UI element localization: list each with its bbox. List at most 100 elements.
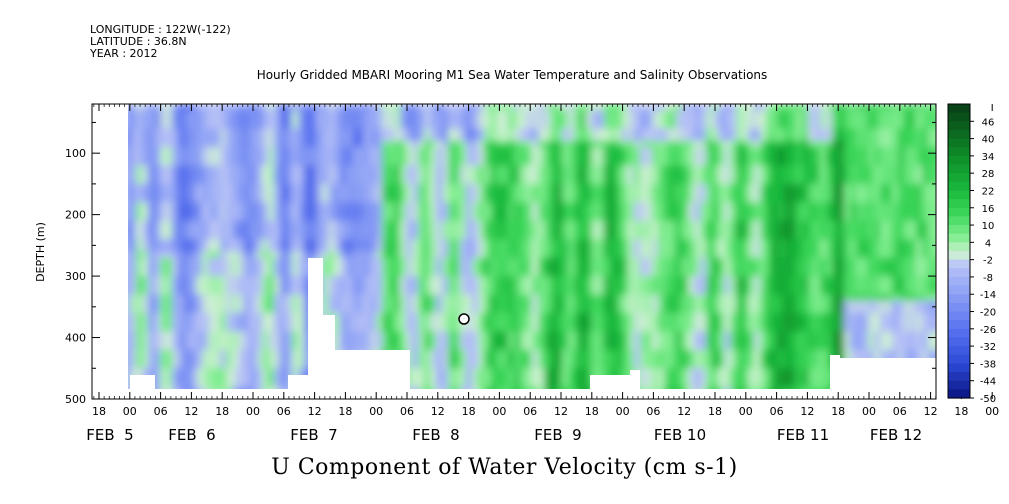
x-tick-label: 00	[739, 405, 753, 418]
colorbar-label: -20	[980, 308, 996, 319]
velocity-field	[124, 104, 936, 399]
colorbar-label: -8	[983, 273, 993, 284]
colorbar-bin	[948, 155, 970, 166]
colorbar-label: -38	[980, 359, 996, 370]
colorbar-bin	[948, 285, 970, 295]
colorbar-bin	[948, 259, 970, 269]
x-tick-label: 12	[184, 405, 198, 418]
x-tick-label: 06	[277, 405, 291, 418]
colorbar-bin	[948, 354, 970, 365]
x-tick-label: 18	[954, 405, 968, 418]
y-axis-label: DEPTH (m)	[34, 222, 47, 282]
y-tick-label: 400	[65, 332, 86, 345]
latitude-label: LATITUDE : 36.8N	[90, 35, 187, 48]
x-day-label: FEB 10	[654, 426, 706, 444]
plot-frame	[91, 103, 937, 400]
colorbar-bin	[948, 216, 970, 226]
x-tick-label: 06	[770, 405, 784, 418]
colorbar-label: 28	[982, 169, 995, 180]
colorbar-label: 22	[982, 186, 995, 197]
x-tick-label: 00	[246, 405, 260, 418]
colorbar-bin	[948, 302, 970, 313]
colorbar-bin	[948, 138, 970, 148]
y-tick-label: 300	[65, 270, 86, 283]
colorbar-label: -2	[983, 256, 993, 267]
x-tick-label: 06	[646, 405, 660, 418]
x-day-label: FEB 7	[290, 426, 337, 444]
x-tick-label: 18	[215, 405, 229, 418]
chart-title: Hourly Gridded MBARI Mooring M1 Sea Wate…	[256, 68, 768, 82]
x-tick-label: 18	[462, 405, 476, 418]
colorbar-bin	[948, 328, 970, 339]
colorbar-bin	[948, 389, 970, 399]
x-tick-label: 12	[800, 405, 814, 418]
x-tick-label: 12	[554, 405, 568, 418]
colorbar-bin	[948, 164, 970, 174]
x-tick-label: 06	[400, 405, 414, 418]
y-tick-label: 200	[65, 209, 86, 222]
colorbar-label: 16	[982, 204, 995, 215]
colorbar-bin	[948, 173, 970, 183]
colorbar-bin	[948, 121, 970, 131]
x-tick-label: 00	[123, 405, 137, 418]
y-tick-label: 100	[65, 147, 86, 160]
colorbar-bin	[948, 311, 970, 321]
colorbar-label: -32	[980, 342, 996, 353]
colorbar-bin	[948, 320, 970, 330]
x-tick-label: 12	[431, 405, 445, 418]
colorbar-label: 4	[985, 238, 991, 249]
colorbar-bin	[948, 233, 970, 243]
colorbar-bin	[948, 225, 970, 235]
colorbar-label: -14	[980, 290, 996, 301]
x-tick-label: 00	[492, 405, 506, 418]
x-day-label: FEB 5	[86, 426, 133, 444]
x-tick-label: 18	[831, 405, 845, 418]
x-tick-label: 00	[862, 405, 876, 418]
x-tick-label: 06	[154, 405, 168, 418]
header-info: LONGITUDE : 122W(-122) LATITUDE : 36.8N …	[90, 24, 231, 60]
year-label: YEAR : 2012	[90, 47, 158, 60]
x-day-label: FEB 12	[870, 426, 922, 444]
colorbar-bin	[948, 242, 970, 252]
x-tick-label: 18	[92, 405, 106, 418]
colorbar-bin	[948, 276, 970, 287]
colorbar-label: 40	[982, 135, 995, 146]
x-day-label: FEB 6	[168, 426, 215, 444]
colorbar-label: -50	[980, 394, 996, 405]
colorbar-label: 34	[982, 152, 995, 163]
colorbar-bin	[948, 268, 970, 278]
chart-caption: U Component of Water Velocity (cm s-1)	[271, 455, 738, 480]
colorbar-label: -26	[980, 325, 996, 336]
marker-ring	[458, 313, 470, 325]
x-tick-label: 06	[893, 405, 907, 418]
x-tick-label: 00	[616, 405, 630, 418]
colorbar-bin	[948, 294, 970, 304]
colorbar-label: 46	[982, 117, 995, 128]
x-tick-label: 12	[924, 405, 938, 418]
x-tick-label: 12	[677, 405, 691, 418]
longitude-label: LONGITUDE : 122W(-122)	[90, 23, 231, 36]
x-tick-label: 18	[585, 405, 599, 418]
x-tick-label: 00	[985, 405, 999, 418]
x-tick-label: 12	[308, 405, 322, 418]
x-day-label: FEB 8	[412, 426, 459, 444]
x-tick-label: 18	[708, 405, 722, 418]
colorbar-frame	[947, 103, 971, 399]
colorbar-bin	[948, 112, 970, 122]
colorbar-bin	[948, 372, 970, 382]
colorbar-label: 10	[982, 221, 995, 232]
colorbar-bin	[948, 199, 970, 209]
colorbar-label: -44	[980, 377, 996, 388]
colorbar-bin	[948, 346, 970, 356]
colorbar-bin	[948, 363, 970, 373]
colorbar-bin	[948, 337, 970, 347]
colorbar-bin	[948, 104, 970, 114]
colorbar-bin	[948, 181, 970, 192]
colorbar-bin	[948, 380, 970, 390]
x-tick-label: 18	[338, 405, 352, 418]
x-tick-label: 06	[523, 405, 537, 418]
x-tick-label: 00	[369, 405, 383, 418]
colorbar-bin	[948, 129, 970, 140]
colorbar-bin	[948, 147, 970, 157]
